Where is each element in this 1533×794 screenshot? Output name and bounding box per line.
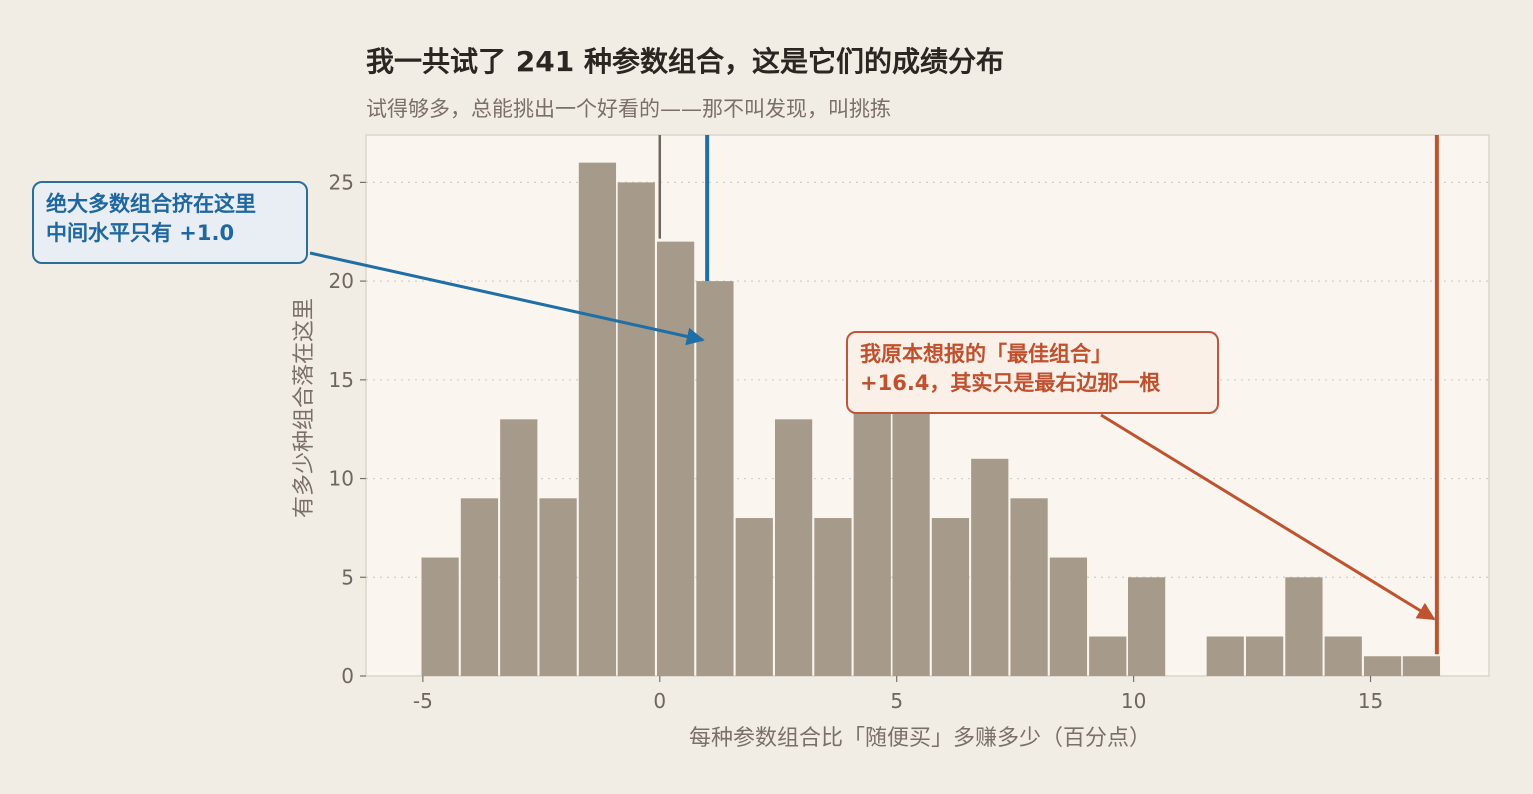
chart-subtitle: 试得够多，总能挑出一个好看的——那不叫发现，叫挑拣 xyxy=(366,97,891,121)
histogram-bar xyxy=(1206,636,1244,676)
histogram-bar xyxy=(617,182,655,677)
histogram-bar xyxy=(892,399,930,676)
x-tick-label: -5 xyxy=(413,689,433,713)
x-tick-label: 0 xyxy=(653,689,666,713)
y-tick-label: 5 xyxy=(341,565,354,589)
x-tick-label: 15 xyxy=(1358,689,1383,713)
y-tick-label: 20 xyxy=(329,269,354,293)
best-combo-arrow xyxy=(1100,413,1436,621)
histogram-bar xyxy=(421,557,459,676)
histogram-bar xyxy=(774,419,813,676)
x-tick-label: 5 xyxy=(890,689,903,713)
histogram-bar xyxy=(578,162,617,676)
histogram-bar xyxy=(971,458,1009,676)
median-callout-line-1: 绝大多数组合挤在这里 xyxy=(46,192,256,216)
y-tick-label: 10 xyxy=(329,467,354,491)
histogram-bar xyxy=(853,399,891,676)
histogram-bar xyxy=(500,419,538,676)
y-tick-label: 25 xyxy=(329,170,354,194)
histogram-bar xyxy=(1245,636,1284,676)
best-callout-line-2: +16.4，其实只是最右边那一根 xyxy=(860,371,1161,395)
axes: 0 5 10 15 20 25 -5 0 5 10 15 xyxy=(329,170,1384,713)
y-tick-label: 15 xyxy=(329,368,354,392)
bars xyxy=(421,162,1441,677)
histogram-bar xyxy=(931,518,970,676)
median-callout: 绝大多数组合挤在这里 中间水平只有 +1.0 xyxy=(32,181,308,264)
annotation-arrows xyxy=(309,251,1436,621)
best-combo-callout: 我原本想报的「最佳组合」 +16.4，其实只是最右边那一根 xyxy=(846,331,1219,414)
histogram-bar xyxy=(1089,636,1127,676)
histogram-bar xyxy=(814,518,852,676)
median-arrow xyxy=(309,251,705,346)
histogram-bar xyxy=(1049,557,1088,676)
x-tick-label: 10 xyxy=(1121,689,1146,713)
histogram-bar xyxy=(656,241,695,677)
best-callout-line-1: 我原本想报的「最佳组合」 xyxy=(860,342,1112,366)
y-axis-label: 有多少种组合落在这里 xyxy=(292,297,317,519)
histogram-bar xyxy=(460,498,499,676)
histogram-bar xyxy=(1324,636,1362,676)
histogram-bar xyxy=(539,498,577,676)
histogram-bar xyxy=(1010,498,1048,676)
histogram-bar xyxy=(735,518,773,676)
chart-title: 我一共试了 241 种参数组合，这是它们的成绩分布 xyxy=(366,45,1004,78)
histogram-bar xyxy=(1285,577,1323,676)
median-callout-line-2: 中间水平只有 +1.0 xyxy=(46,221,235,245)
x-axis-label: 每种参数组合比「随便买」多赚多少（百分点） xyxy=(688,726,1152,751)
histogram-bar xyxy=(1363,656,1402,676)
histogram-bar xyxy=(1127,577,1166,676)
histogram-bar xyxy=(696,281,734,676)
y-tick-label: 0 xyxy=(341,664,354,688)
reference-lines xyxy=(658,135,1439,655)
histogram-bar xyxy=(1402,656,1441,676)
